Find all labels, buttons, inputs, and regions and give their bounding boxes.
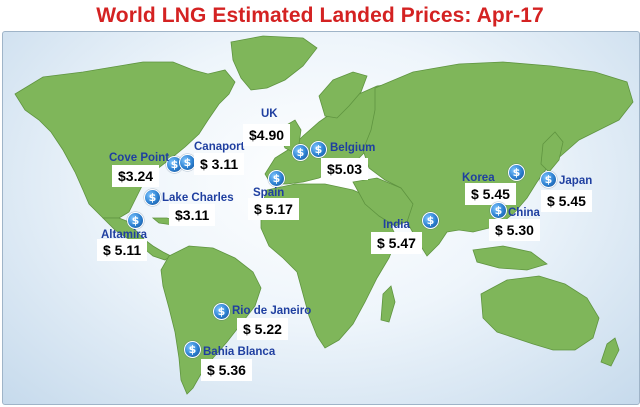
north-america-landmass bbox=[14, 61, 236, 219]
belgium-price: $5.03 bbox=[321, 158, 369, 180]
rio-de-janeiro-label: Rio de Janeiro bbox=[232, 305, 312, 317]
canaport-label: Canaport bbox=[194, 141, 245, 153]
belgium-dollar-pin-icon[interactable]: $ bbox=[310, 141, 327, 158]
spain-price: $ 5.17 bbox=[248, 198, 299, 220]
australia-landmass bbox=[480, 275, 600, 351]
uk-price: $4.90 bbox=[243, 124, 291, 146]
map-title: World LNG Estimated Landed Prices: Apr-1… bbox=[96, 4, 544, 27]
bahia-blanca-label: Bahia Blanca bbox=[203, 346, 276, 358]
china-label: China bbox=[508, 207, 540, 219]
japan-dollar-pin-icon[interactable]: $ bbox=[540, 171, 557, 188]
spain-dollar-pin-icon[interactable]: $ bbox=[268, 170, 285, 187]
india-dollar-pin-icon[interactable]: $ bbox=[422, 212, 439, 229]
belgium-label: Belgium bbox=[330, 142, 376, 154]
korea-label: Korea bbox=[462, 172, 495, 184]
canaport-dollar-pin-icon[interactable]: $ bbox=[179, 154, 196, 171]
madagascar-landmass bbox=[380, 285, 396, 323]
korea-dollar-pin-icon[interactable]: $ bbox=[508, 164, 525, 181]
new-zealand-landmass bbox=[600, 337, 620, 367]
lake-charles-price: $3.11 bbox=[169, 204, 216, 226]
uk-label: UK bbox=[261, 108, 278, 120]
world-map: $ Cove Point $3.24 $ Canaport $ 3.11 $ L… bbox=[2, 31, 640, 405]
rio-de-janeiro-dollar-pin-icon[interactable]: $ bbox=[213, 303, 230, 320]
india-label: India bbox=[383, 219, 410, 231]
scandinavia-landmass bbox=[318, 71, 368, 119]
bahia-blanca-price: $ 5.36 bbox=[201, 359, 252, 381]
southeast-asia-islands bbox=[472, 245, 548, 271]
uk-dollar-pin-icon[interactable]: $ bbox=[292, 144, 309, 161]
china-dollar-pin-icon[interactable]: $ bbox=[490, 202, 507, 219]
india-price: $ 5.47 bbox=[371, 232, 422, 254]
altamira-label: Altamira bbox=[101, 229, 148, 241]
china-price: $ 5.30 bbox=[489, 219, 540, 241]
canaport-price: $ 3.11 bbox=[194, 153, 245, 175]
lake-charles-dollar-pin-icon[interactable]: $ bbox=[144, 189, 161, 206]
korea-price: $ 5.45 bbox=[465, 183, 516, 205]
bahia-blanca-dollar-pin-icon[interactable]: $ bbox=[184, 341, 201, 358]
cove-point-price: $3.24 bbox=[112, 165, 160, 187]
cove-point-label: Cove Point bbox=[109, 152, 170, 164]
altamira-price: $ 5.11 bbox=[97, 239, 148, 261]
lake-charles-label: Lake Charles bbox=[162, 192, 234, 204]
world-map-graphic bbox=[14, 35, 634, 395]
japan-price: $ 5.45 bbox=[541, 190, 592, 212]
japan-label: Japan bbox=[559, 175, 593, 187]
spain-label: Spain bbox=[253, 187, 285, 199]
greenland-landmass bbox=[230, 35, 318, 91]
rio-de-janeiro-price: $ 5.22 bbox=[237, 318, 288, 340]
japan-landmass bbox=[540, 131, 564, 173]
altamira-dollar-pin-icon[interactable]: $ bbox=[127, 212, 144, 229]
